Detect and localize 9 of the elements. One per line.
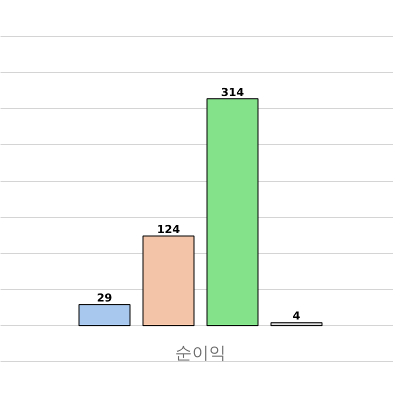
bar [142,236,194,326]
bar [206,98,258,326]
data-label: 314 [221,86,244,99]
data-label: 124 [157,223,180,236]
data-label: 29 [96,292,112,305]
bar [270,322,322,326]
x-axis-title: 순이익 [175,344,226,364]
data-label: 4 [292,310,301,323]
bar [78,304,130,326]
